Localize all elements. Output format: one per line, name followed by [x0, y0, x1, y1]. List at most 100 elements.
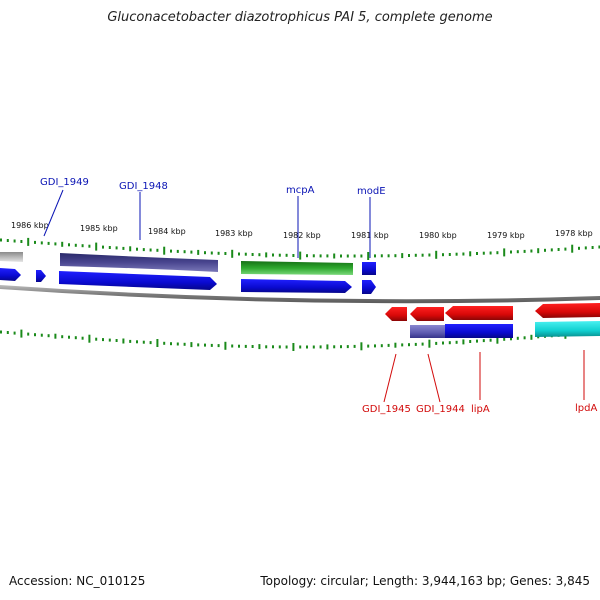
tick-mark	[408, 254, 410, 257]
tick-mark	[578, 246, 580, 250]
tick-mark	[244, 344, 247, 348]
gene-label-lipa[interactable]: lipA	[471, 404, 490, 415]
tick-mark	[136, 247, 138, 251]
gene-mode-outer[interactable]	[362, 262, 376, 275]
tick-mark	[149, 248, 152, 252]
tick-mark	[54, 333, 57, 339]
tick-mark	[346, 345, 349, 349]
tick-mark	[238, 344, 240, 348]
tick-mark	[183, 250, 186, 254]
map-title: Gluconacetobacter diazotrophicus PAI 5, …	[107, 10, 493, 25]
tick-mark	[319, 254, 322, 258]
tick-mark	[510, 337, 512, 341]
tick-mark	[394, 342, 397, 348]
tick-mark	[156, 248, 159, 252]
kbp-scale: 1986 kbp 1985 kbp 1984 kbp 1983 kbp 1982…	[11, 221, 593, 240]
tick-mark	[496, 251, 499, 255]
tick-mark	[20, 329, 23, 338]
gene-lipa-inner[interactable]	[445, 324, 513, 338]
tick-mark	[292, 343, 295, 351]
tick-mark	[584, 246, 587, 250]
tick-mark	[190, 342, 193, 348]
tick-mark	[0, 238, 2, 242]
gene-label-lpda[interactable]: lpdA	[575, 403, 597, 414]
tick-mark	[251, 345, 254, 348]
tick-mark	[142, 340, 145, 344]
cds-arrow-mcpa[interactable]	[241, 279, 352, 293]
tick-mark	[374, 254, 376, 258]
tick-mark	[163, 341, 166, 345]
tick-mark	[244, 252, 247, 256]
tick-mark	[306, 345, 308, 349]
gene-gdi-1944-inner[interactable]	[410, 325, 445, 338]
tick-mark	[102, 338, 104, 342]
tick-mark	[442, 253, 444, 257]
tick-mark	[476, 339, 478, 343]
gene-label-gdi-1948[interactable]: GDI_1948	[119, 181, 168, 192]
gene-mcpa-outer[interactable]	[241, 261, 353, 275]
gene-labels: GDI_1949 GDI_1948 mcpA modE GDI_1945 GDI…	[40, 177, 597, 415]
tick-mark	[115, 339, 118, 342]
gene-label-gdi-1949[interactable]: GDI_1949	[40, 177, 89, 188]
gene-lpda-inner[interactable]	[535, 321, 600, 337]
cds-arrow-gdi-1944[interactable]	[410, 307, 444, 321]
tick-mark	[40, 333, 43, 337]
cds-arrow-mode[interactable]	[362, 280, 376, 294]
cds-arrow-forward[interactable]	[36, 270, 46, 282]
tick-mark	[455, 252, 458, 256]
tick-mark	[61, 241, 64, 247]
tick-mark	[367, 252, 370, 260]
kbp-label: 1980 kbp	[419, 231, 457, 240]
tick-mark	[421, 253, 424, 257]
tick-mark	[326, 254, 329, 258]
tick-mark	[68, 243, 70, 247]
kbp-label: 1984 kbp	[148, 227, 186, 236]
tick-mark	[353, 344, 356, 348]
gene-label-mcpa[interactable]: mcpA	[286, 185, 315, 196]
tick-mark	[88, 244, 91, 248]
tick-mark	[54, 242, 57, 246]
tick-mark	[435, 250, 438, 259]
tick-mark	[197, 343, 200, 347]
tick-mark	[482, 251, 485, 255]
tick-mark	[47, 241, 50, 245]
tick-mark	[340, 345, 342, 349]
tick-mark	[503, 337, 506, 341]
tick-mark	[6, 239, 9, 242]
cds-arrow-lipa[interactable]	[445, 306, 513, 320]
tick-mark	[333, 253, 336, 259]
gene-gray[interactable]	[0, 252, 23, 262]
tick-mark	[210, 251, 213, 255]
tick-mark	[74, 336, 77, 340]
tick-mark	[265, 345, 268, 349]
tick-mark	[421, 342, 424, 346]
cds-arrow-gdi-1945[interactable]	[385, 307, 407, 321]
tick-mark	[571, 244, 574, 253]
tick-mark	[122, 246, 125, 250]
tick-mark	[428, 253, 431, 257]
tick-mark	[414, 342, 417, 346]
tick-mark	[95, 242, 98, 251]
cds-arrow-lpda[interactable]	[535, 303, 600, 318]
gene-label-mode[interactable]: modE	[357, 186, 386, 197]
tick-mark	[353, 254, 356, 258]
gene-label-gdi-1945[interactable]: GDI_1945	[362, 404, 411, 415]
tick-mark	[27, 237, 30, 246]
kbp-label: 1986 kbp	[11, 221, 49, 230]
tick-mark	[591, 246, 594, 249]
tick-mark	[108, 246, 111, 249]
gene-gdi-1948-outer[interactable]	[60, 253, 218, 272]
tick-mark	[108, 338, 111, 342]
gene-label-gdi-1944[interactable]: GDI_1944	[416, 404, 465, 415]
tick-mark	[557, 248, 560, 251]
cds-track-forward	[0, 268, 376, 294]
tick-mark	[272, 253, 274, 257]
tick-mark	[367, 344, 370, 348]
cds-arrow-gdi-1948[interactable]	[59, 271, 217, 290]
tick-mark	[265, 252, 268, 258]
cds-arrow-forward[interactable]	[0, 268, 21, 281]
tick-mark	[20, 240, 23, 243]
kbp-label: 1985 kbp	[80, 224, 118, 233]
tick-mark	[258, 344, 261, 350]
tick-mark	[88, 334, 91, 343]
